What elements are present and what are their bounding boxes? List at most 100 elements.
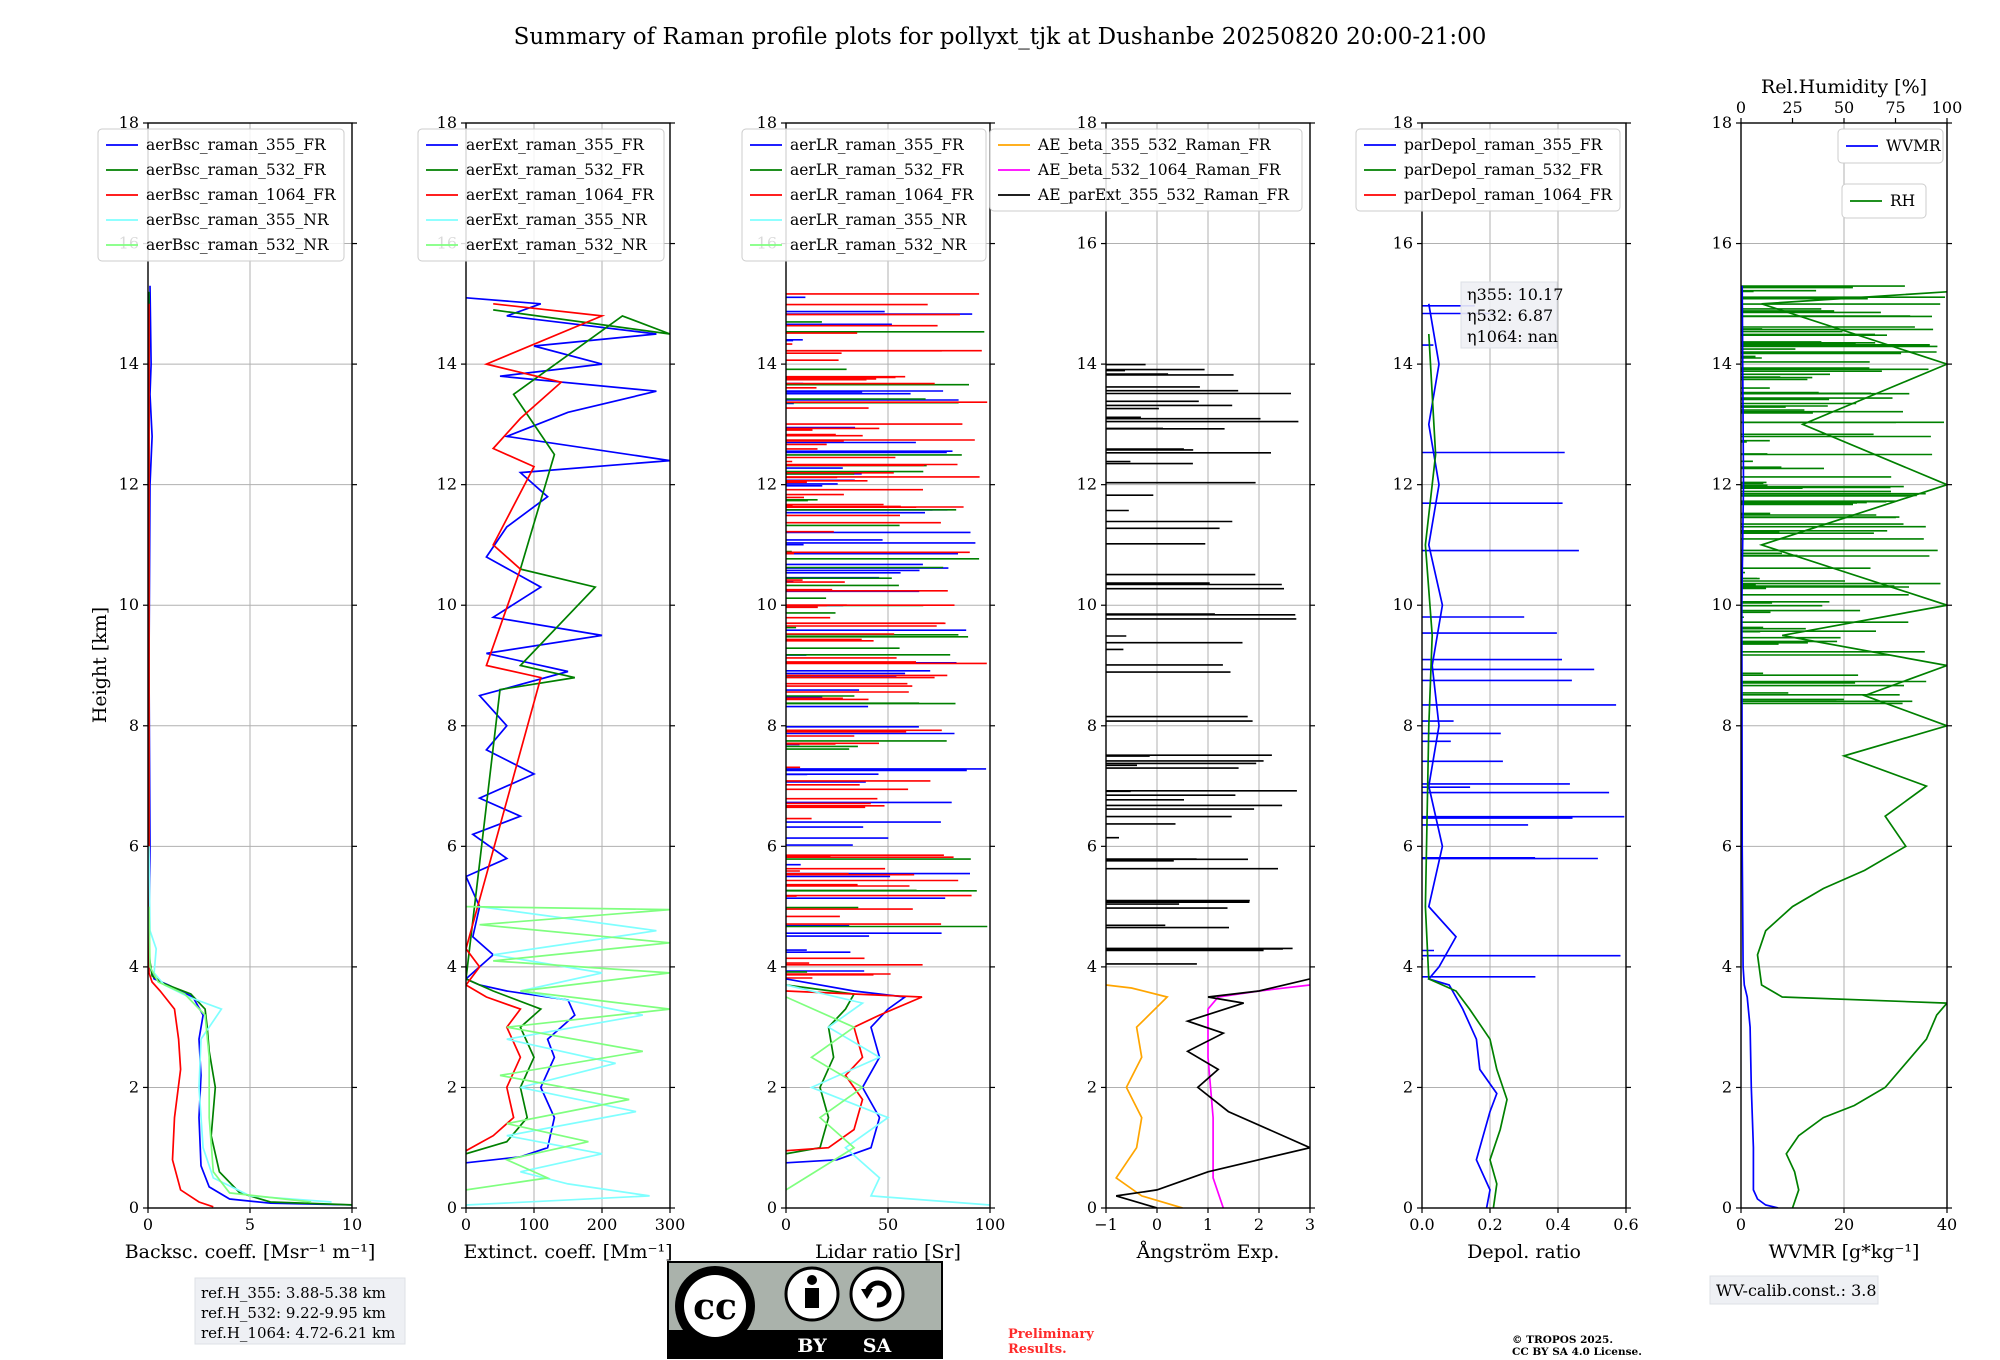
x-tick-label: 0 — [1736, 1215, 1746, 1234]
series-line-aerLR_raman_532_FR — [786, 984, 856, 1155]
legend-lidar-ratio: aerLR_raman_355_FR aerLR_raman_532_FR aerL… — [741, 128, 987, 262]
legend-box — [1355, 128, 1621, 212]
x-tick-label: 40 — [1937, 1215, 1957, 1234]
y-tick-label: 12 — [437, 475, 457, 494]
cc-license-badge: cc BY SA — [667, 1261, 943, 1359]
figure-title: Summary of Raman profile plots for polly… — [514, 24, 1487, 50]
x-tick-label: 10 — [342, 1215, 362, 1234]
legend-entry: aerLR_raman_532_NR — [790, 236, 968, 254]
y-tick-label: 0 — [129, 1198, 139, 1217]
y-tick-label: 4 — [767, 957, 777, 976]
ref-height-532: ref.H_532: 9.22-9.95 km — [201, 1304, 386, 1322]
y-tick-label: 8 — [129, 716, 139, 735]
series-group — [466, 296, 670, 1206]
series-group — [148, 285, 352, 1208]
eta-value: η355: 10.17 — [1467, 285, 1563, 304]
y-axis-label: Height [km] — [89, 607, 111, 723]
y-tick-label: 2 — [129, 1077, 139, 1096]
legend-box — [1837, 128, 1944, 164]
wv-calibration-text: WV-calib.const.: 3.8 — [1716, 1281, 1877, 1300]
eta-annotation: η355: 10.17 η532: 6.87 η1064: nan — [1460, 281, 1563, 349]
series-group — [1422, 303, 1625, 1208]
x-axis-label: Extinct. coeff. [Mm⁻¹] — [463, 1241, 672, 1263]
x-tick-label: 50 — [878, 1215, 898, 1234]
x-axis-label: Depol. ratio — [1467, 1241, 1581, 1263]
y-tick-label: 10 — [757, 595, 777, 614]
legend-entry: aerExt_raman_532_FR — [466, 161, 645, 179]
wv-calibration: WV-calib.const.: 3.8 — [1709, 1275, 1879, 1305]
x-tick-label: 5 — [245, 1215, 255, 1234]
ref-height-1064: ref.H_1064: 4.72-6.21 km — [201, 1324, 395, 1342]
y-tick-label: 8 — [447, 716, 457, 735]
y-tick-label: 2 — [1087, 1077, 1097, 1096]
eta-value: η1064: nan — [1467, 327, 1558, 346]
legend-entry: aerLR_raman_355_FR — [790, 136, 965, 154]
x2-axis-label: Rel.Humidity [%] — [1761, 76, 1927, 98]
y-tick-label: 12 — [1077, 475, 1097, 494]
sa-icon — [849, 1266, 905, 1322]
y-tick-label: 16 — [1712, 234, 1732, 253]
legend-entry: AE_beta_532_1064_Raman_FR — [1037, 161, 1282, 179]
panel-lidar-ratio: 024681012141618050100Lidar ratio [Sr]aer… — [741, 113, 1006, 1263]
legend-box — [417, 128, 665, 262]
series-line-AE_parExt_355_532_Raman_FR — [1115, 978, 1310, 1208]
y-tick-label: 10 — [1077, 595, 1097, 614]
x-tick-label: 0 — [461, 1215, 471, 1234]
series-group — [786, 293, 990, 1206]
x2-tick-label: 50 — [1834, 98, 1854, 117]
x-tick-label: 300 — [655, 1215, 686, 1234]
legend-entry: parDepol_raman_355_FR — [1404, 136, 1604, 154]
x2-tick-label: 25 — [1782, 98, 1802, 117]
x2-tick-label: 75 — [1885, 98, 1905, 117]
x-tick-label: 2 — [1254, 1215, 1264, 1234]
subplots: 0246810121416180510Backsc. coeff. [Msr⁻¹… — [97, 76, 1963, 1305]
panel-backscatter: 0246810121416180510Backsc. coeff. [Msr⁻¹… — [97, 113, 375, 1263]
rh-spikes — [1741, 285, 1945, 705]
y-tick-label: 10 — [437, 595, 457, 614]
legend-entry: aerExt_raman_1064_FR — [466, 186, 655, 204]
series-line-parDepol_raman_355_FR — [1427, 303, 1498, 1208]
series-line-aerLR_raman_1064_FR — [786, 990, 923, 1152]
y-tick-label: 6 — [129, 836, 139, 855]
x-tick-label: 20 — [1834, 1215, 1854, 1234]
y-tick-label: 12 — [757, 475, 777, 494]
legend-entry: aerBsc_raman_532_NR — [146, 236, 330, 254]
legend-entry: aerBsc_raman_1064_FR — [146, 186, 337, 204]
x-axis-label: WVMR [g*kg⁻¹] — [1769, 1241, 1920, 1263]
preliminary-line-2: Results. — [1008, 1342, 1067, 1357]
y-tick-label: 0 — [1722, 1198, 1732, 1217]
by-label: BY — [797, 1335, 827, 1357]
ref-height-355: ref.H_355: 3.88-5.38 km — [201, 1284, 386, 1302]
series-line-WVMR — [1741, 285, 1779, 1208]
y-tick-label: 14 — [1077, 354, 1097, 373]
legend-extinction: aerExt_raman_355_FR aerExt_raman_532_FRae… — [417, 128, 665, 262]
x-tick-label: 0.4 — [1545, 1215, 1570, 1234]
legend-entry: aerBsc_raman_355_FR — [146, 136, 327, 154]
legend-entry: RH — [1890, 192, 1915, 210]
y-tick-label: 0 — [1087, 1198, 1097, 1217]
x-axis-label: Ångström Exp. — [1136, 1241, 1280, 1263]
y-tick-label: 18 — [119, 113, 139, 132]
y-tick-label: 10 — [1393, 595, 1413, 614]
legend-depolarization: parDepol_raman_355_FR parDepol_raman_532_… — [1355, 128, 1621, 212]
depol-spikes-355 — [1422, 305, 1625, 978]
y-tick-label: 0 — [1403, 1198, 1413, 1217]
y-tick-label: 8 — [767, 716, 777, 735]
preliminary-line-1: Preliminary — [1008, 1327, 1094, 1342]
x-tick-label: 0.2 — [1477, 1215, 1502, 1234]
y-tick-label: 4 — [1403, 957, 1413, 976]
y-tick-label: 6 — [1087, 836, 1097, 855]
series-line-aerBsc_raman_532_NR — [148, 906, 312, 1203]
legend-entry: aerBsc_raman_532_FR — [146, 161, 327, 179]
legend-box — [97, 128, 345, 262]
x2-tick-label: 100 — [1932, 98, 1963, 117]
panel-depolarization: 0 2 4 6 8 10 12 14 16 18 0.0 0.2 0.4 0.6 Depol. ratio p… — [1355, 113, 1639, 1263]
legend-rh: RH — [1841, 183, 1927, 219]
x-tick-label: 100 — [975, 1215, 1006, 1234]
ref-heights-box: ref.H_355: 3.88-5.38 km ref.H_532: 9.22-… — [194, 1277, 406, 1345]
y-tick-label: 12 — [1393, 475, 1413, 494]
x-tick-label: 100 — [519, 1215, 550, 1234]
axes-frame — [465, 122, 671, 1209]
y-tick-label: 6 — [767, 836, 777, 855]
